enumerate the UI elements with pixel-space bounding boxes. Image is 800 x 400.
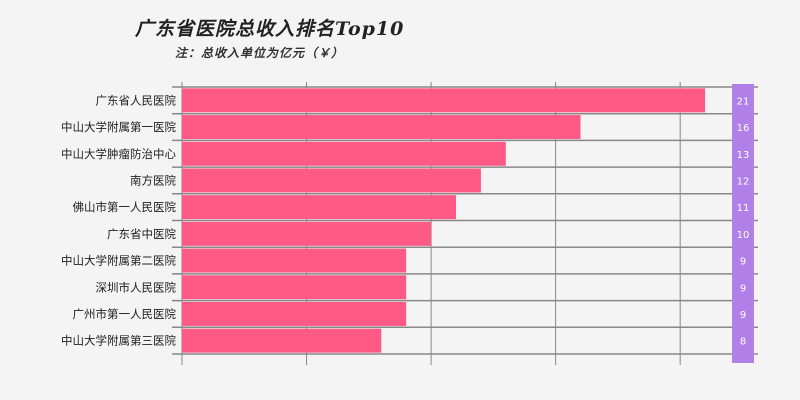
data-label: 11 bbox=[737, 203, 750, 214]
data-label: 12 bbox=[737, 176, 750, 187]
category-label: 中山大学肿瘤防治中心 bbox=[61, 147, 176, 161]
data-label: 13 bbox=[737, 150, 750, 161]
category-label: 广州市第一人民医院 bbox=[73, 307, 177, 321]
bar bbox=[182, 115, 581, 140]
bar bbox=[182, 141, 506, 166]
category-label: 广东省人民医院 bbox=[96, 93, 177, 107]
category-label: 南方医院 bbox=[130, 173, 176, 187]
value-label-column bbox=[732, 84, 754, 363]
category-label: 深圳市人民医院 bbox=[96, 280, 177, 294]
bar bbox=[182, 301, 407, 326]
bar bbox=[182, 275, 407, 300]
data-label: 21 bbox=[737, 96, 750, 107]
data-label: 9 bbox=[740, 257, 746, 268]
data-label: 16 bbox=[737, 123, 750, 134]
data-label: 9 bbox=[740, 310, 746, 321]
category-label: 中山大学附属第二医院 bbox=[61, 254, 176, 268]
data-label: 8 bbox=[740, 337, 746, 348]
category-label: 佛山市第一人民医院 bbox=[73, 200, 177, 214]
category-label: 中山大学附属第三医院 bbox=[61, 334, 176, 348]
category-label: 广东省中医院 bbox=[107, 227, 176, 241]
chart-title: 广东省医院总收入排名Top10 bbox=[135, 18, 405, 40]
bar bbox=[182, 88, 706, 113]
bar bbox=[182, 195, 456, 220]
chart-subtitle: 注：总收入单位为亿元（￥） bbox=[175, 46, 345, 60]
bar bbox=[182, 248, 407, 273]
data-label: 9 bbox=[740, 283, 746, 294]
bar bbox=[182, 221, 432, 246]
category-label: 中山大学附属第一医院 bbox=[61, 120, 176, 134]
bar bbox=[182, 168, 481, 193]
data-label: 10 bbox=[737, 230, 750, 241]
bar bbox=[182, 328, 382, 353]
